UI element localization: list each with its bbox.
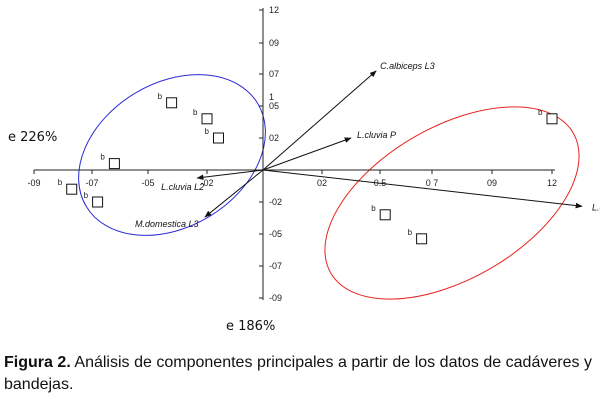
y-tick-label: -02 <box>269 197 282 207</box>
y-axis-label: e 226% <box>8 130 57 145</box>
point-label: b <box>100 153 105 162</box>
vector-label: L.cluvia L2 <box>161 182 204 192</box>
loading-vector <box>262 70 377 171</box>
extra-tick-label: 1 <box>269 92 274 102</box>
y-tick-label: -07 <box>269 261 282 271</box>
caption-text: Análisis de componentes principales a pa… <box>4 354 592 393</box>
x-tick-label: -05 <box>141 178 154 188</box>
x-tick-label: -09 <box>27 178 40 188</box>
vector-label: L.cluvia P <box>357 130 396 140</box>
group-ellipse-blue <box>78 74 266 236</box>
data-point <box>108 158 120 170</box>
point-label: b <box>158 92 163 101</box>
y-tick-label: 09 <box>269 38 279 48</box>
vector-label: C.albiceps L3 <box>380 61 435 71</box>
y-tick-label: 02 <box>269 133 279 143</box>
x-tick-label: 12 <box>547 178 557 188</box>
loading-vector <box>196 169 264 181</box>
loading-vector <box>204 169 264 218</box>
data-point <box>66 183 78 195</box>
point-label: b <box>205 127 210 136</box>
point-label: b <box>538 108 543 117</box>
x-tick-label: 09 <box>487 178 497 188</box>
point-label: b <box>193 108 198 117</box>
y-tick-label: -09 <box>269 293 282 303</box>
y-tick-label: 05 <box>269 101 279 111</box>
x-axis-label: e 186% <box>226 319 275 334</box>
y-tick-label: 07 <box>269 69 279 79</box>
point-label: b <box>84 191 89 200</box>
x-tick-label: -02 <box>200 178 213 188</box>
x-tick-label: -07 <box>85 178 98 188</box>
point-label: b <box>58 178 63 187</box>
caption-bold: Figura 2. <box>4 354 71 371</box>
vector-label: L.cluvia L3 <box>592 202 600 212</box>
x-tick-label: 02 <box>317 178 327 188</box>
loading-vector <box>262 169 583 209</box>
y-tick-label: -05 <box>269 229 282 239</box>
point-label: b <box>371 204 376 213</box>
figure-caption: Figura 2. Análisis de componentes princi… <box>4 352 592 396</box>
data-point <box>201 113 213 125</box>
group-ellipse-red <box>324 106 580 300</box>
vector-label: M.domestica L3 <box>135 219 199 229</box>
data-point <box>546 113 558 125</box>
loading-vector <box>262 137 352 171</box>
data-point <box>416 233 428 245</box>
data-point <box>379 209 391 221</box>
x-tick-label: 0 7 <box>426 178 439 188</box>
point-label: b <box>408 228 413 237</box>
data-point <box>92 196 104 208</box>
data-point <box>213 132 224 144</box>
data-point <box>166 97 178 109</box>
y-tick-label: 12 <box>269 5 279 15</box>
